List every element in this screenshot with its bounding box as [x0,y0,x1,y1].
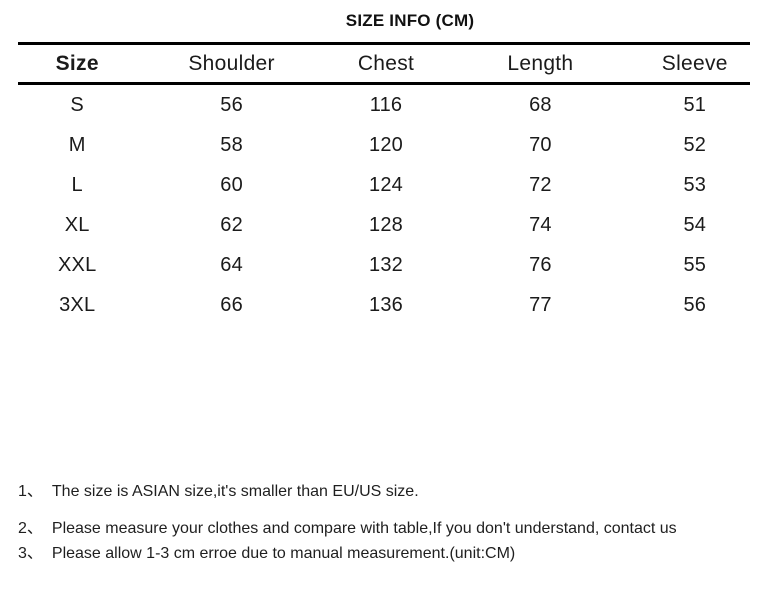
table-top-rule [18,42,750,45]
notes-section: 1、 The size is ASIAN size,it's smaller t… [18,482,758,564]
cell-sleeve: 56 [683,293,707,316]
note-marker: 2、 [18,520,43,537]
table-header-row: Size Shoulder Chest Length Sleeve [0,45,772,82]
cell-sleeve: 52 [683,133,707,156]
cell-length: 77 [529,293,552,316]
column-header-shoulder: Shoulder [188,51,275,75]
cell-chest: 128 [369,213,403,236]
note-text: The size is ASIAN size,it's smaller than… [51,483,419,500]
cell-sleeve: 51 [683,93,707,116]
table-row: L 60 124 72 53 [0,165,772,205]
cell-length: 74 [529,213,552,236]
cell-chest: 136 [369,293,403,316]
cell-chest: 116 [369,93,403,116]
cell-sleeve: 53 [683,173,707,196]
header-bottom-rule [18,82,750,85]
table-row: S 56 116 68 51 [0,85,772,125]
note-item: 2、 Please measure your clothes and compa… [18,519,758,539]
cell-length: 68 [529,93,552,116]
cell-sleeve: 55 [683,253,707,276]
cell-length: 70 [529,133,552,156]
cell-size: S [70,93,84,116]
cell-sleeve: 54 [683,213,707,236]
cell-chest: 120 [369,133,403,156]
table-body: S 56 116 68 51 M 58 120 70 52 L 60 124 7… [0,85,772,325]
cell-length: 72 [529,173,552,196]
table-row: 3XL 66 136 77 56 [0,285,772,325]
cell-size: M [68,133,86,156]
cell-shoulder: 60 [220,173,243,196]
cell-size: 3XL [59,293,96,316]
cell-size: L [71,173,83,196]
cell-chest: 132 [369,253,403,276]
cell-size: XXL [57,253,97,276]
note-marker: 1、 [18,483,43,500]
column-header-length: Length [507,51,574,75]
note-item: 1、 The size is ASIAN size,it's smaller t… [18,482,758,502]
cell-length: 76 [529,253,552,276]
cell-chest: 124 [369,173,403,196]
cell-shoulder: 64 [220,253,243,276]
table-row: M 58 120 70 52 [0,125,772,165]
note-text: Please measure your clothes and compare … [51,520,677,537]
cell-shoulder: 56 [220,93,243,116]
cell-shoulder: 66 [220,293,243,316]
table-row: XXL 64 132 76 55 [0,245,772,285]
column-header-sleeve: Sleeve [661,51,728,75]
table-row: XL 62 128 74 54 [0,205,772,245]
column-header-size: Size [55,51,99,75]
cell-size: XL [64,213,90,236]
page-title: SIZE INFO (CM) [345,11,475,30]
note-marker: 3、 [18,545,43,562]
cell-shoulder: 62 [220,213,243,236]
column-header-chest: Chest [357,51,415,75]
note-text: Please allow 1-3 cm erroe due to manual … [51,545,516,562]
cell-shoulder: 58 [220,133,243,156]
note-item: 3、 Please allow 1-3 cm erroe due to manu… [18,544,758,564]
